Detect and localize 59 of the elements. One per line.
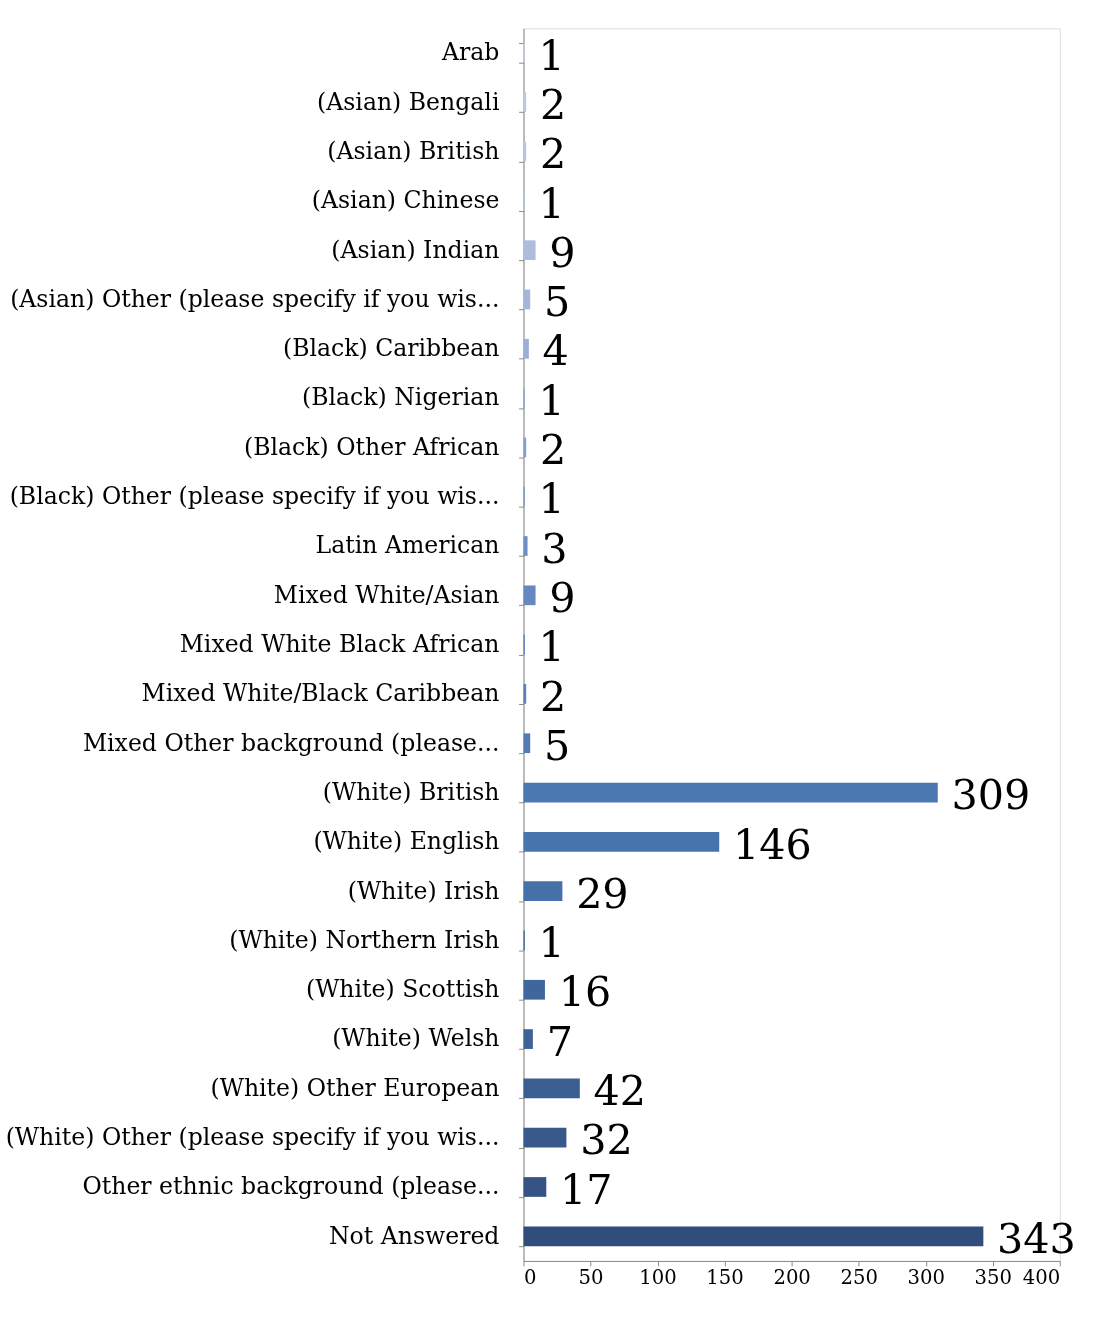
y-tick-label: Mixed White/Black Caribbean bbox=[141, 679, 500, 708]
data-label: 7 bbox=[546, 1017, 573, 1066]
data-label: 9 bbox=[549, 574, 576, 623]
data-label: 146 bbox=[732, 820, 812, 869]
data-label: 1 bbox=[538, 179, 565, 228]
y-tick-label: (White) Scottish bbox=[305, 975, 500, 1004]
y-tick-label: (White) British bbox=[322, 777, 500, 806]
y-tick-label: Mixed White/Asian bbox=[273, 580, 500, 609]
data-label: 2 bbox=[539, 80, 567, 129]
y-tick-label: (White) Other (please specify if you wis... bbox=[5, 1123, 500, 1152]
y-tick-label: (Asian) Chinese bbox=[311, 186, 500, 215]
data-label: 5 bbox=[543, 278, 571, 327]
y-tick-label: (White) Northern Irish bbox=[229, 925, 500, 954]
x-tick-label: 50 bbox=[578, 1266, 604, 1290]
y-tick-label: (Asian) Indian bbox=[331, 235, 500, 264]
data-label: 9 bbox=[549, 228, 576, 277]
x-tick-label: 350 bbox=[974, 1266, 1012, 1290]
data-label: 5 bbox=[543, 721, 571, 770]
y-tick-label: (White) Other European bbox=[210, 1073, 500, 1102]
data-label: 32 bbox=[580, 1116, 633, 1165]
data-label: 343 bbox=[997, 1214, 1076, 1263]
data-label: 2 bbox=[539, 426, 567, 475]
y-tick-label: Arab bbox=[441, 38, 500, 67]
y-tick-label: Mixed Other background (please... bbox=[82, 728, 500, 757]
y-tick-label: (Black) Other African bbox=[243, 432, 500, 461]
data-label: 4 bbox=[542, 327, 569, 376]
x-tick-label: 250 bbox=[840, 1266, 878, 1290]
data-label: 2 bbox=[539, 672, 567, 721]
data-label: 1 bbox=[538, 919, 565, 968]
x-tick-label: 150 bbox=[706, 1266, 744, 1290]
data-label: 309 bbox=[951, 771, 1031, 820]
y-tick-label: Mixed White Black African bbox=[179, 630, 500, 658]
y-tick-label: (Asian) Bengali bbox=[317, 87, 500, 116]
x-tick-label: 100 bbox=[639, 1266, 677, 1290]
y-tick-label: (White) English bbox=[313, 827, 500, 856]
data-label: 1 bbox=[538, 623, 565, 672]
y-tick-label: (Black) Nigerian bbox=[301, 383, 500, 412]
y-tick-label: (Black) Caribbean bbox=[282, 334, 500, 363]
x-tick-label: 400 bbox=[1022, 1266, 1061, 1290]
x-tick-label: 300 bbox=[907, 1266, 945, 1290]
data-label: 2 bbox=[539, 130, 567, 179]
y-tick-label: Other ethnic background (please... bbox=[82, 1172, 500, 1201]
y-tick-label: (Asian) Other (please specify if you wis... bbox=[10, 284, 500, 313]
data-label: 17 bbox=[560, 1165, 613, 1214]
data-label: 29 bbox=[576, 869, 629, 918]
x-tick-label: 0 bbox=[523, 1266, 537, 1290]
y-tick-label: (White) Irish bbox=[347, 876, 500, 905]
data-label: 16 bbox=[558, 968, 612, 1017]
data-label: 3 bbox=[541, 524, 568, 573]
y-tick-label: (Black) Other (please specify if you wis... bbox=[9, 482, 500, 511]
data-label: 1 bbox=[538, 31, 565, 80]
data-label: 42 bbox=[593, 1067, 647, 1116]
y-tick-label: Not Answered bbox=[328, 1221, 500, 1250]
y-tick-label: (Asian) British bbox=[327, 136, 500, 165]
data-label: 1 bbox=[538, 475, 565, 524]
x-tick-label: 200 bbox=[773, 1266, 811, 1290]
y-tick-label: (White) Welsh bbox=[332, 1024, 500, 1053]
data-label: 1 bbox=[538, 376, 565, 425]
y-tick-label: Latin American bbox=[315, 531, 500, 560]
